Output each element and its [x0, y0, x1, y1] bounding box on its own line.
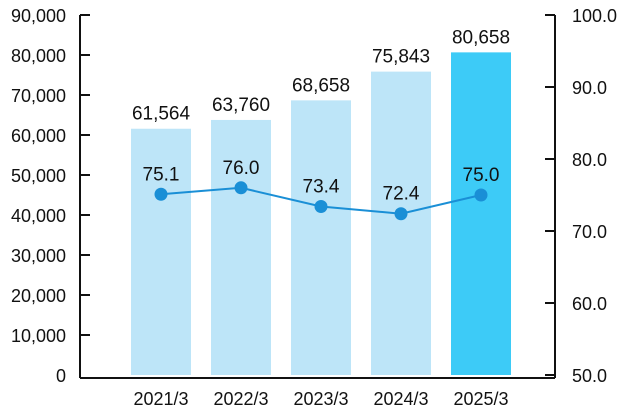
line-value-label: 76.0 — [223, 158, 260, 179]
line-value-label: 72.4 — [383, 184, 420, 205]
left-tick-label: 30,000 — [11, 246, 66, 266]
left-tick-label: 90,000 — [11, 6, 66, 26]
left-y-axis: 0 10,000 20,000 30,000 40,000 50,000 60,000 70,… — [11, 6, 90, 386]
bar-value-label: 75,843 — [372, 47, 430, 68]
line-series: 75.1 76.0 73.4 72.4 75.0 — [143, 158, 500, 221]
left-tick-label: 80,000 — [11, 46, 66, 66]
bar-value-label: 63,760 — [212, 95, 270, 116]
bar-value-label: 68,658 — [292, 75, 350, 96]
line-value-label: 75.1 — [143, 164, 180, 185]
left-tick-label: 10,000 — [11, 326, 66, 346]
right-y-axis: 50.0 60.0 70.0 80.0 90.0 100.0 — [545, 6, 617, 386]
bar-series: 61,564 63,760 68,658 75,843 80,658 — [131, 27, 511, 376]
bar — [371, 71, 431, 376]
x-tick-label: 2023/3 — [293, 389, 348, 409]
right-tick-label: 100.0 — [572, 6, 617, 26]
bar-value-label: 80,658 — [452, 27, 510, 48]
line-point — [154, 187, 168, 201]
left-tick-label: 0 — [56, 366, 66, 386]
left-tick-label: 70,000 — [11, 86, 66, 106]
line-point — [474, 188, 488, 202]
right-tick-label: 70.0 — [572, 222, 607, 242]
line-point — [314, 200, 328, 214]
x-axis: 2021/3 2022/3 2023/3 2024/3 2025/3 — [80, 377, 555, 409]
x-tick-label: 2024/3 — [373, 389, 428, 409]
right-tick-label: 90.0 — [572, 78, 607, 98]
right-tick-label: 60.0 — [572, 294, 607, 314]
line-value-label: 73.4 — [303, 177, 340, 198]
right-tick-label: 80.0 — [572, 150, 607, 170]
left-tick-label: 20,000 — [11, 286, 66, 306]
x-tick-label: 2022/3 — [213, 389, 268, 409]
line-point — [394, 207, 408, 221]
left-tick-label: 60,000 — [11, 126, 66, 146]
line-point — [234, 181, 248, 195]
left-tick-label: 50,000 — [11, 166, 66, 186]
bar — [211, 119, 271, 376]
x-tick-label: 2021/3 — [133, 389, 188, 409]
bar-value-label: 61,564 — [132, 104, 191, 125]
bar — [451, 52, 511, 375]
left-tick-label: 40,000 — [11, 206, 66, 226]
right-tick-label: 50.0 — [572, 366, 607, 386]
x-tick-label: 2025/3 — [453, 389, 508, 409]
bar — [131, 128, 191, 375]
line-value-label: 75.0 — [463, 165, 500, 186]
bar — [291, 100, 351, 376]
